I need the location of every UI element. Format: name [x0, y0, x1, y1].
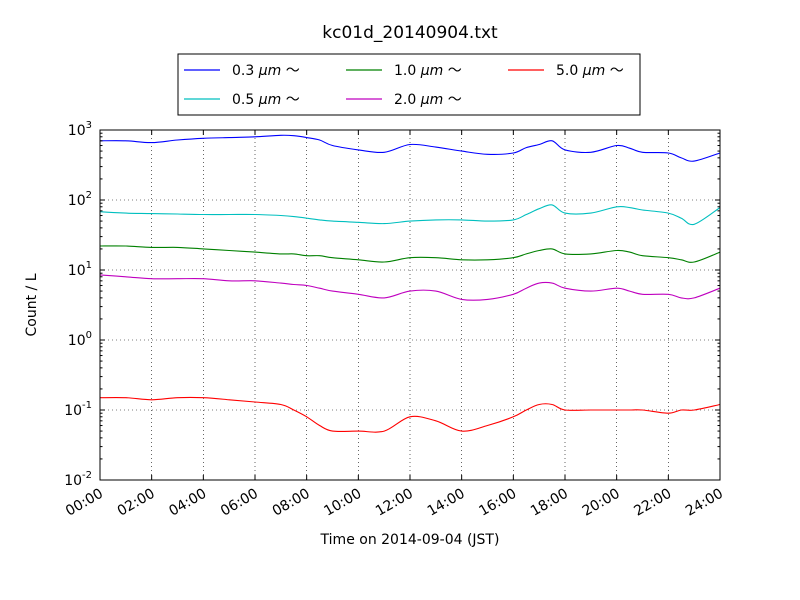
y-tick-label: 10-1 — [64, 400, 92, 419]
legend-label-1: 0.5 μm ～ — [232, 92, 300, 108]
series-line-4 — [99, 396, 721, 433]
legend-label-2: 1.0 μm ～ — [394, 63, 462, 79]
series-line-0 — [99, 134, 721, 162]
y-tick-label: 100 — [68, 330, 92, 349]
legend-frame — [177, 53, 641, 116]
legend-label-0: 0.3 μm ～ — [232, 63, 300, 79]
y-tick-label: 102 — [68, 190, 92, 209]
y-tick-label: 103 — [68, 120, 92, 139]
chart-title: kc01d_20140904.txt — [322, 23, 498, 43]
legend: 0.3 μm ～ 0.5 μm ～ 1.0 μm ～ 2.0 μm ～ 5.0 μm ～ — [177, 53, 641, 116]
y-tick-labels: 10-2 10-1 100 101 102 103 — [64, 120, 92, 489]
tick-marks — [99, 129, 721, 481]
legend-label-3: 2.0 μm ～ — [394, 92, 462, 108]
y-axis-title: Count / L — [24, 273, 40, 336]
series-lines — [99, 134, 721, 433]
series-line-2 — [99, 245, 721, 263]
y-tick-label: 101 — [68, 260, 92, 279]
series-line-1 — [99, 204, 721, 226]
legend-label-4: 5.0 μm ～ — [556, 63, 624, 79]
y-tick-label: 10-2 — [64, 470, 92, 489]
series-line-3 — [99, 274, 721, 301]
x-axis-title: Time on 2014-09-04 (JST) — [320, 532, 500, 548]
